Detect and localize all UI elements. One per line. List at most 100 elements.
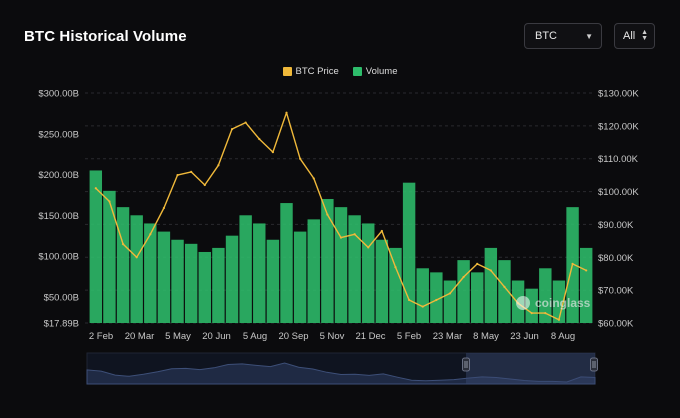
legend-label-price: BTC Price bbox=[295, 66, 339, 77]
price-point bbox=[448, 292, 452, 295]
price-point bbox=[435, 298, 438, 302]
volume-bar bbox=[171, 239, 184, 323]
y-left-tick-label: $150.00B bbox=[38, 211, 79, 222]
legend-swatch-price bbox=[282, 67, 292, 76]
y-right-tick-label: $90.00K bbox=[598, 220, 634, 231]
price-point bbox=[203, 183, 206, 187]
price-point bbox=[258, 137, 261, 141]
price-point bbox=[571, 262, 574, 265]
y-right-tick-label: $60.00K bbox=[598, 319, 634, 330]
price-point bbox=[176, 174, 179, 177]
x-tick-label: 5 Nov bbox=[320, 331, 345, 342]
volume-bar bbox=[498, 260, 511, 323]
chevron-down-icon: ▼ bbox=[585, 31, 593, 41]
price-point bbox=[476, 262, 479, 265]
volume-bar bbox=[389, 247, 402, 323]
y-right-tick-label: $70.00K bbox=[598, 286, 634, 297]
x-tick-label: 21 Dec bbox=[355, 331, 385, 342]
up-down-arrows-icon: ▲ ▼ bbox=[641, 29, 648, 42]
volume-bar bbox=[471, 272, 484, 323]
price-point bbox=[503, 285, 506, 288]
navigator-handle[interactable] bbox=[462, 357, 470, 372]
price-point bbox=[394, 266, 397, 269]
price-point bbox=[557, 318, 561, 321]
volume-bar bbox=[375, 239, 389, 323]
price-point bbox=[326, 213, 329, 216]
y-left-tick-label: $300.00B bbox=[38, 89, 79, 100]
y-right-tick-label: $120.00K bbox=[598, 121, 639, 132]
price-point bbox=[380, 229, 383, 233]
volume-bar bbox=[116, 207, 130, 323]
x-tick-label: 8 Aug bbox=[551, 331, 575, 342]
watermark-layer: coinglass bbox=[516, 296, 591, 310]
price-point bbox=[190, 170, 193, 173]
x-tick-label: 23 Jun bbox=[510, 331, 539, 342]
price-point bbox=[108, 200, 111, 203]
volume-bar bbox=[430, 272, 443, 323]
volume-bars bbox=[89, 170, 593, 323]
volume-bar bbox=[416, 268, 429, 323]
volume-bar bbox=[307, 219, 320, 323]
volume-bar bbox=[212, 247, 225, 323]
x-tick-label: 8 May bbox=[473, 331, 499, 342]
volume-bar bbox=[266, 239, 280, 323]
legend-item-price[interactable]: BTC Price bbox=[282, 66, 339, 77]
price-point bbox=[353, 233, 356, 236]
price-point bbox=[217, 164, 220, 167]
volume-bar bbox=[280, 203, 293, 323]
y-left-tick-label: $200.00B bbox=[38, 170, 79, 181]
price-point bbox=[149, 233, 152, 236]
volume-bar bbox=[239, 215, 252, 323]
volume-bar bbox=[484, 247, 498, 323]
coin-select[interactable]: BTC ▼ bbox=[524, 23, 602, 49]
range-select-value: All bbox=[623, 30, 636, 42]
y-right-tick-label: $130.00K bbox=[598, 89, 639, 100]
x-tick-label: 5 May bbox=[165, 331, 191, 342]
price-point bbox=[339, 236, 343, 239]
volume-bar bbox=[552, 280, 566, 323]
legend-item-volume[interactable]: Volume bbox=[352, 66, 398, 77]
price-point bbox=[462, 275, 465, 279]
y-right-tick-label: $80.00K bbox=[598, 253, 634, 264]
range-select[interactable]: All ▲ ▼ bbox=[614, 23, 655, 49]
legend-swatch-volume bbox=[352, 67, 362, 76]
price-point bbox=[421, 305, 424, 308]
chart-legend: BTC Price Volume bbox=[0, 66, 680, 77]
navigator-selection bbox=[466, 353, 595, 384]
price-point bbox=[312, 177, 315, 180]
volume-bar bbox=[579, 247, 593, 323]
volume-bar bbox=[198, 251, 211, 323]
x-tick-label: 20 Sep bbox=[278, 331, 308, 342]
price-point bbox=[408, 298, 411, 302]
price-point bbox=[94, 187, 97, 190]
volume-bar bbox=[144, 223, 157, 323]
y-left-tick-label: $250.00B bbox=[38, 129, 79, 140]
price-point bbox=[489, 269, 492, 272]
price-point bbox=[230, 128, 234, 131]
x-tick-label: 2 Feb bbox=[89, 331, 113, 342]
price-point bbox=[299, 157, 302, 160]
volume-bar bbox=[321, 198, 334, 323]
axis-layer: $60.00K $70.00K $80.00K $90.00K $100.00K $110… bbox=[38, 89, 639, 343]
volume-bar bbox=[402, 182, 416, 323]
price-point bbox=[121, 243, 125, 246]
volume-bar bbox=[225, 235, 239, 323]
price-point bbox=[162, 206, 166, 210]
price-point bbox=[271, 151, 274, 154]
coin-select-value: BTC bbox=[535, 30, 557, 42]
page-title: BTC Historical Volume bbox=[24, 28, 187, 45]
price-point bbox=[530, 312, 533, 315]
volume-bar bbox=[130, 215, 143, 323]
price-point bbox=[367, 246, 370, 249]
navigator-area bbox=[86, 362, 596, 385]
price-point bbox=[285, 111, 288, 114]
volume-bar bbox=[457, 260, 470, 323]
legend-label-volume: Volume bbox=[365, 66, 398, 77]
y-left-tick-label: $50.00B bbox=[44, 292, 79, 303]
volume-bar bbox=[539, 268, 552, 323]
volume-bar bbox=[348, 215, 361, 323]
volume-bar bbox=[362, 223, 375, 323]
watermark-text: coinglass bbox=[535, 296, 591, 310]
navigator-handle[interactable] bbox=[590, 357, 598, 372]
